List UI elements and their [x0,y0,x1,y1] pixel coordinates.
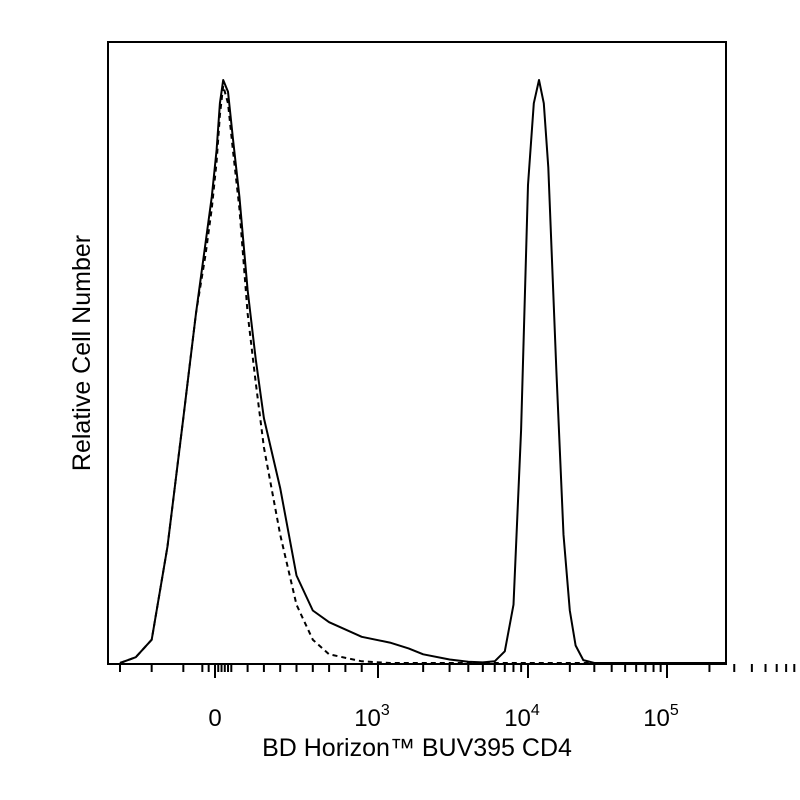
x-axis-ticks [119,664,796,678]
x-tick-label: 0 [208,705,221,732]
x-tick-label: 104 [504,702,540,732]
plot-frame [107,41,727,665]
histogram-line-dashed [119,84,726,664]
y-axis-label: Relative Cell Number [68,235,96,471]
x-tick-label: 105 [643,702,679,732]
histogram-line-solid [119,79,726,664]
x-axis-label: BD Horizon™ BUV395 CD4 [262,734,572,762]
x-tick-label: 103 [354,702,390,732]
x-axis-tick-labels: 0 103 104 105 [208,702,679,732]
histogram-series [119,79,726,664]
